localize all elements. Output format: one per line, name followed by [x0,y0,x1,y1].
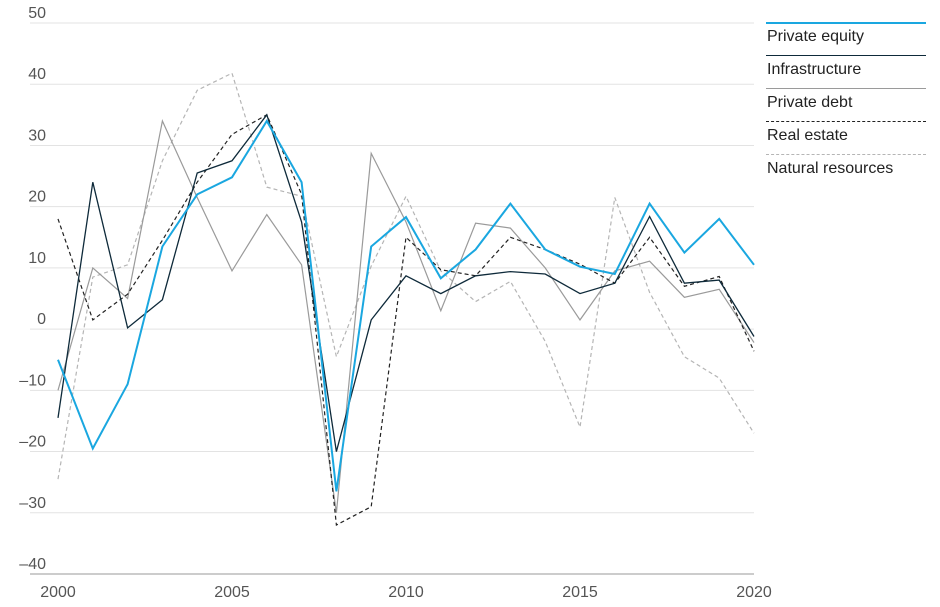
x-tick-label: 2010 [388,584,424,601]
legend-swatch [766,55,926,56]
x-tick-label: 2005 [214,584,250,601]
legend-item-natural-resources: Natural resources [766,154,926,187]
y-tick-label: –20 [19,434,46,451]
series-line-infrastructure [57,113,755,452]
x-axis-labels: 2000 2005 2010 2015 2020 [40,584,772,601]
x-tick-label: 2015 [562,584,598,601]
y-tick-label: 30 [28,127,46,144]
y-tick-label: 40 [28,66,46,83]
legend-item-private-debt: Private debt [766,88,926,121]
legend-label: Private debt [767,94,853,111]
y-tick-label: 50 [28,5,46,22]
x-tick-label: 2020 [736,584,772,601]
series-lines [57,72,755,526]
series-line-private-equity [57,119,755,492]
series-line-private-debt [57,119,755,513]
legend-label: Natural resources [767,160,894,177]
y-tick-label: 20 [28,189,46,206]
legend-swatch [766,121,926,122]
y-axis-labels: 50 40 30 20 10 0 –10 –20 –30 –40 [19,5,46,573]
y-tick-label: 0 [37,311,46,328]
series-line-real-estate [57,113,755,526]
legend: Private equity Infrastructure Private de… [766,22,926,187]
legend-swatch [766,88,926,89]
legend-label: Infrastructure [767,61,862,78]
x-tick-label: 2000 [40,584,76,601]
legend-item-infrastructure: Infrastructure [766,55,926,88]
legend-item-real-estate: Real estate [766,121,926,154]
legend-item-private-equity: Private equity [766,22,926,55]
y-tick-label: 10 [28,250,46,267]
legend-swatch [766,22,926,24]
legend-swatch [766,154,926,155]
legend-label: Real estate [767,127,848,144]
y-tick-label: –30 [19,495,46,512]
y-tick-label: –40 [19,556,46,573]
legend-label: Private equity [767,28,864,45]
gridlines [30,22,754,514]
y-tick-label: –10 [19,372,46,389]
